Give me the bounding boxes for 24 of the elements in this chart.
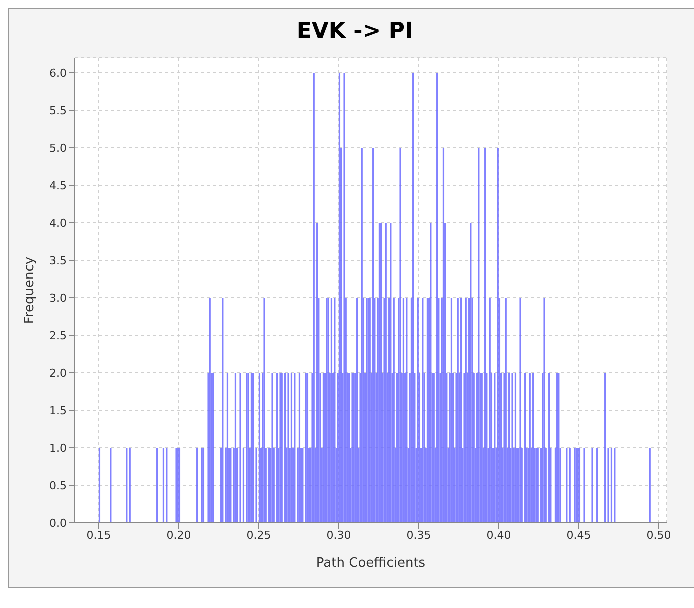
y-tick-label: 0.0 xyxy=(50,516,67,530)
y-axis-title: Frequency xyxy=(22,256,38,324)
y-tick-label: 3.0 xyxy=(50,292,67,305)
x-tick-label: 0.30 xyxy=(326,528,352,542)
y-tick-label: 0.5 xyxy=(50,479,67,492)
x-tick-label: 0.35 xyxy=(406,528,432,542)
y-tick-label: 2.5 xyxy=(50,329,67,342)
y-tick-label: 2.0 xyxy=(50,366,67,380)
y-tick-label: 5.0 xyxy=(50,142,67,155)
x-tick-label: 0.20 xyxy=(166,528,192,542)
chart-title: EVK -> PI xyxy=(296,19,414,44)
y-tick-label: 5.5 xyxy=(50,104,67,118)
y-tick-label: 3.5 xyxy=(50,254,67,268)
y-tick-label: 1.0 xyxy=(50,442,67,455)
x-tick-label: 0.15 xyxy=(86,528,112,542)
x-tick-label: 0.25 xyxy=(246,528,272,542)
x-tick-label: 0.50 xyxy=(646,528,672,542)
y-tick-label: 1.5 xyxy=(50,404,67,418)
y-tick-label: 6.0 xyxy=(50,66,67,80)
y-tick-label: 4.0 xyxy=(50,216,67,230)
x-tick-label: 0.45 xyxy=(566,528,592,542)
x-axis-title: Path Coefficients xyxy=(316,556,426,571)
y-tick-label: 4.5 xyxy=(50,179,67,192)
x-tick-label: 0.40 xyxy=(486,528,512,542)
